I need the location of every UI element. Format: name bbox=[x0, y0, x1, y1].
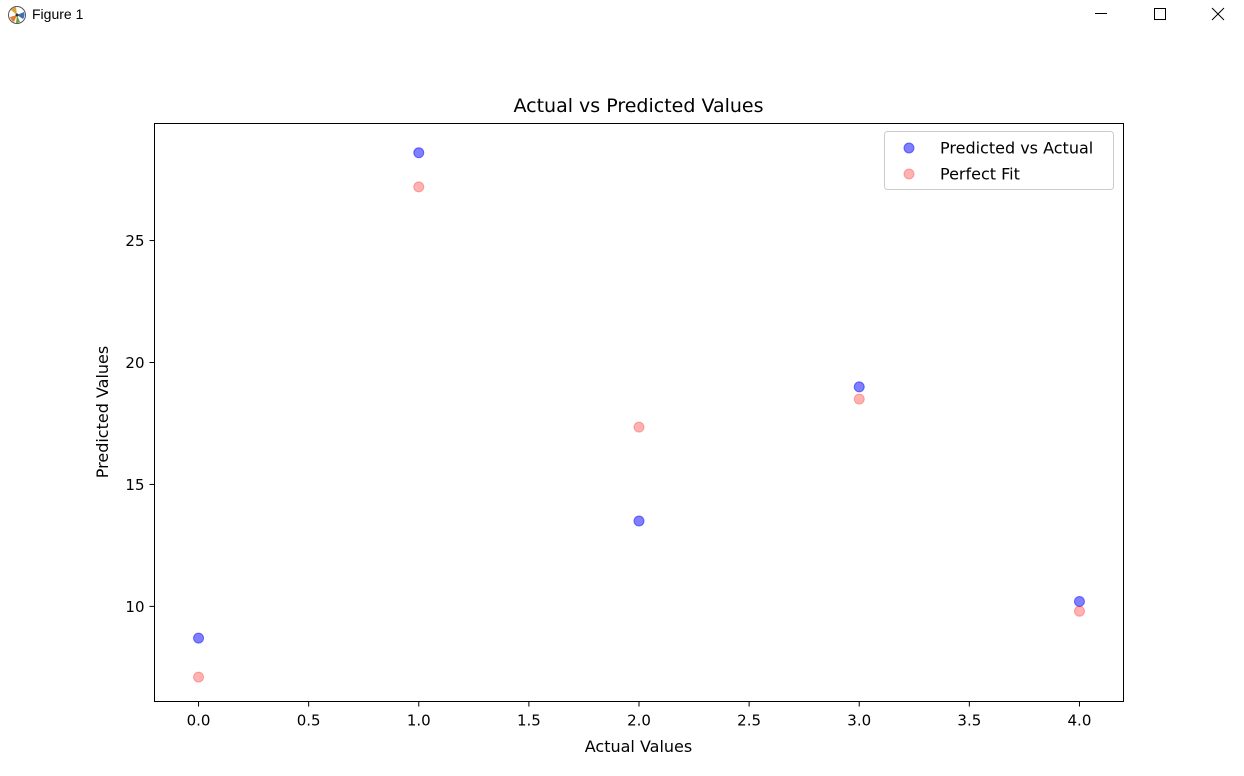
x-tick-label: 4.0 bbox=[1068, 712, 1092, 730]
legend-box bbox=[884, 131, 1114, 190]
x-tick-label: 3.5 bbox=[957, 712, 981, 730]
y-axis-label: Predicted Values bbox=[93, 346, 112, 478]
scatter-point bbox=[193, 671, 205, 683]
legend-marker bbox=[903, 168, 915, 180]
minimize-icon bbox=[1095, 13, 1107, 14]
series-predicted bbox=[193, 147, 1085, 644]
scatter-point bbox=[413, 181, 425, 193]
y-tick-label: 10 bbox=[125, 598, 144, 616]
legend: Predicted vs Actual Perfect Fit bbox=[884, 131, 1114, 190]
x-tick-label: 1.0 bbox=[407, 712, 431, 730]
x-axis: 0.0 0.5 1.0 1.5 2.0 2.5 3.0 3.5 4.0 bbox=[187, 701, 1092, 730]
legend-label: Perfect Fit bbox=[940, 165, 1020, 184]
y-tick-label: 20 bbox=[125, 354, 144, 372]
maximize-icon bbox=[1154, 8, 1166, 20]
plot-area bbox=[154, 123, 1124, 702]
title-bar[interactable]: Figure 1 bbox=[0, 0, 1244, 30]
scatter-point bbox=[853, 381, 865, 393]
scatter-point bbox=[633, 421, 645, 433]
maximize-button[interactable] bbox=[1136, 0, 1182, 30]
x-tick-label: 2.5 bbox=[737, 712, 761, 730]
x-axis-label: Actual Values bbox=[585, 737, 692, 756]
y-axis: 10 15 20 25 bbox=[125, 232, 155, 616]
y-tick-label: 25 bbox=[125, 232, 144, 250]
x-tick-label: 0.5 bbox=[297, 712, 321, 730]
minimize-button[interactable] bbox=[1078, 0, 1124, 30]
legend-label: Predicted vs Actual bbox=[940, 139, 1093, 158]
scatter-point bbox=[633, 515, 645, 527]
matplotlib-icon bbox=[8, 6, 26, 24]
close-icon bbox=[1211, 7, 1225, 21]
legend-marker bbox=[903, 142, 915, 154]
x-tick-label: 2.0 bbox=[627, 712, 651, 730]
scatter-point bbox=[413, 147, 425, 159]
window-title: Figure 1 bbox=[32, 6, 84, 22]
chart-title: Actual vs Predicted Values bbox=[513, 95, 763, 117]
y-tick-label: 15 bbox=[125, 476, 144, 494]
close-button[interactable] bbox=[1194, 0, 1240, 30]
series-perfect-fit bbox=[193, 181, 1085, 683]
x-tick-label: 0.0 bbox=[187, 712, 211, 730]
scatter-point bbox=[193, 632, 205, 644]
scatter-point bbox=[1073, 605, 1085, 617]
x-tick-label: 1.5 bbox=[517, 712, 541, 730]
scatter-point bbox=[853, 393, 865, 405]
scatter-point bbox=[1073, 596, 1085, 608]
data-points bbox=[193, 147, 1085, 683]
x-tick-label: 3.0 bbox=[847, 712, 871, 730]
